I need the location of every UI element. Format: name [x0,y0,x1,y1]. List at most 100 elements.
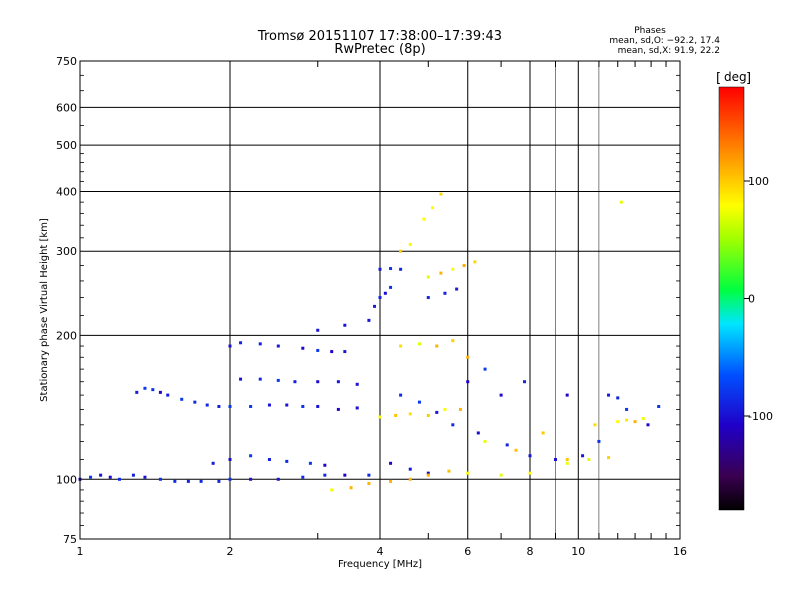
data-point [426,296,430,300]
data-point [330,350,334,354]
data-point [336,380,340,384]
data-point [285,459,289,463]
data-point [378,267,382,271]
x-tick-label: 4 [377,545,384,558]
data-point [308,461,312,465]
data-point [657,404,661,408]
y-tick-label: 300 [56,245,77,258]
data-point [528,471,532,475]
data-point [343,473,347,477]
data-point [211,461,215,465]
data-point [323,463,327,467]
data-point [426,413,430,417]
stats-line-o: mean, sd,O: −92.2, 17.4 [609,36,720,46]
data-point [249,477,253,481]
data-point [422,217,426,221]
chart-title: Tromsø 20151107 17:38:00–17:39:43 [257,29,502,44]
data-point [285,403,289,407]
data-point [619,200,623,204]
y-tick-label: 200 [56,329,77,342]
data-point [276,344,280,348]
data-point [276,378,280,382]
data-point [143,475,147,479]
data-point [505,443,509,447]
data-point [593,423,597,427]
data-point [466,355,470,359]
data-point [343,323,347,327]
data-point [367,473,371,477]
data-point [553,457,557,461]
stats-heading: Phases [634,26,666,36]
x-tick-label: 10 [571,545,585,558]
data-point [466,471,470,475]
data-point [316,380,320,384]
data-point [607,393,611,397]
data-point [399,267,403,271]
data-point [301,475,305,479]
data-point [330,488,334,492]
data-point [267,457,271,461]
data-point [641,417,645,421]
data-point [89,475,93,479]
data-point [426,471,430,475]
data-point [565,457,569,461]
data-point [349,486,353,490]
data-point [439,192,443,196]
y-tick-label: 100 [56,473,77,486]
data-point [389,267,393,271]
data-point [143,386,147,390]
data-point [180,397,184,401]
data-point [417,342,421,346]
data-point [117,477,121,481]
data-point [316,328,320,332]
data-point [499,473,503,477]
colorbar-ticks: 100 0 -100 [744,175,773,423]
data-point [451,339,455,343]
data-point [625,418,629,422]
data-point [399,344,403,348]
data-point [646,423,650,427]
data-point [367,481,371,485]
x-tick-label: 8 [527,545,534,558]
data-point [131,473,135,477]
data-point [431,206,435,210]
colorbar [718,86,745,511]
x-tick-label: 16 [673,545,687,558]
colorbar-label-bracket-right: ] [746,71,751,86]
data-point [158,390,162,394]
data-point [499,393,503,397]
y-tick-label: 400 [56,185,77,198]
data-point [258,342,262,346]
data-point [426,275,430,279]
data-point [336,407,340,411]
data-point [581,454,585,458]
y-tick-label: 75 [63,533,77,546]
data-point [378,296,382,300]
data-point [462,264,466,268]
data-point [408,467,412,471]
data-point [378,415,382,419]
data-point [217,404,221,408]
data-point [199,479,203,483]
data-point [443,407,447,411]
data-point [607,456,611,460]
data-point [316,348,320,352]
data-point [389,285,393,289]
data-point [439,271,443,275]
data-point [476,431,480,435]
colorbar-tick-label: 0 [748,293,755,306]
data-point [258,377,262,381]
plot-frame [79,60,681,540]
data-point [173,479,177,483]
colorbar-tick-label: 100 [748,175,769,188]
colorbar-label: deg [724,70,747,84]
data-point [541,431,545,435]
data-point [151,388,155,392]
data-point [301,404,305,408]
x-axis: 1 2 4 6 8 10 16 [77,61,687,558]
data-point [276,477,280,481]
data-point [408,477,412,481]
data-point [343,350,347,354]
data-point [483,439,487,443]
